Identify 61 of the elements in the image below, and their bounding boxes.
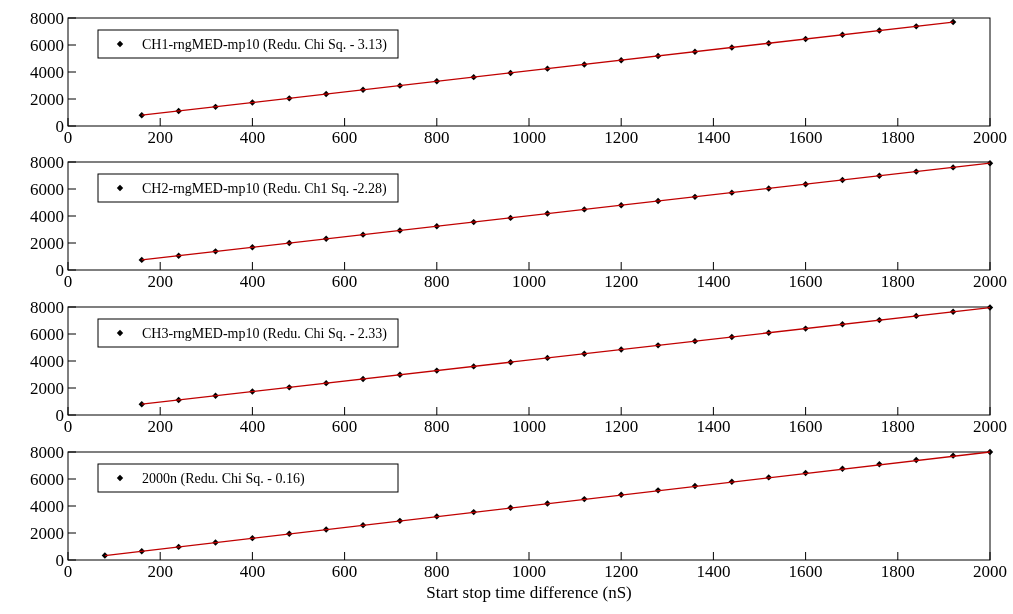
x-tick-label: 1000 <box>512 562 546 581</box>
x-tick-label: 1800 <box>880 417 915 436</box>
x-tick-label: 1000 <box>512 417 546 436</box>
x-tick-label: 1400 <box>696 417 731 436</box>
legend-label: CH2-rngMED-mp10 (Redu. Ch1 Sq. -2.28) <box>142 181 387 197</box>
y-tick-label: 4000 <box>30 207 64 226</box>
y-tick-label: 6000 <box>30 36 64 55</box>
x-tick-label: 400 <box>239 128 266 147</box>
y-tick-label: 8000 <box>30 153 64 172</box>
x-tick-label: 200 <box>147 417 173 436</box>
x-tick-label: 1400 <box>696 128 731 147</box>
y-tick-label: 2000 <box>30 379 64 398</box>
x-tick-label: 1800 <box>880 272 915 291</box>
x-tick-label: 200 <box>147 128 173 147</box>
x-tick-label: 1800 <box>880 128 915 147</box>
x-tick-label: 1200 <box>604 272 639 291</box>
y-tick-label: 4000 <box>30 497 64 516</box>
y-tick-label: 2000 <box>30 234 64 253</box>
x-axis-title: Start stop time difference (nS) <box>426 583 632 602</box>
x-tick-label: 200 <box>147 562 173 581</box>
x-tick-label: 2000 <box>973 128 1007 147</box>
y-tick-label: 2000 <box>30 524 64 543</box>
x-tick-label: 600 <box>331 562 358 581</box>
legend-label: CH3-rngMED-mp10 (Redu. Chi Sq. - 2.33) <box>142 326 388 342</box>
legend-label: CH1-rngMED-mp10 (Redu. Chi Sq. - 3.13) <box>142 37 388 53</box>
x-tick-label: 1600 <box>788 562 823 581</box>
x-tick-label: 2000 <box>973 562 1007 581</box>
y-tick-label: 6000 <box>30 180 64 199</box>
y-tick-label: 8000 <box>30 298 64 317</box>
x-tick-label: 2000 <box>973 272 1007 291</box>
x-tick-label: 400 <box>239 562 266 581</box>
x-tick-label: 1000 <box>512 128 546 147</box>
y-tick-label: 8000 <box>30 443 64 462</box>
x-tick-label: 1600 <box>788 272 823 291</box>
y-tick-label: 2000 <box>30 90 64 109</box>
x-tick-label: 800 <box>424 562 450 581</box>
x-tick-label: 400 <box>239 272 266 291</box>
x-tick-label: 800 <box>424 272 450 291</box>
x-tick-label: 1400 <box>696 272 731 291</box>
x-tick-label: 1200 <box>604 562 639 581</box>
x-tick-label: 800 <box>424 128 450 147</box>
x-tick-label: 1600 <box>788 128 823 147</box>
x-tick-label: 800 <box>424 417 450 436</box>
x-tick-label: 2000 <box>973 417 1007 436</box>
y-tick-label: 4000 <box>30 63 64 82</box>
x-tick-label: 600 <box>331 128 358 147</box>
x-tick-label: 1800 <box>880 562 915 581</box>
x-tick-label: 400 <box>239 417 266 436</box>
x-tick-label: 600 <box>331 272 358 291</box>
x-tick-label: 1200 <box>604 128 639 147</box>
x-tick-label: 1400 <box>696 562 731 581</box>
x-tick-label: 200 <box>147 272 173 291</box>
x-tick-label: 1200 <box>604 417 639 436</box>
y-tick-label: 6000 <box>30 470 64 489</box>
x-tick-label: 600 <box>331 417 358 436</box>
y-tick-label: 4000 <box>30 352 64 371</box>
legend-label: 2000n (Redu. Chi Sq. - 0.16) <box>142 471 305 487</box>
y-tick-label: 8000 <box>30 9 64 28</box>
y-tick-label: 6000 <box>30 325 64 344</box>
x-tick-label: 1000 <box>512 272 546 291</box>
x-tick-label: 1600 <box>788 417 823 436</box>
